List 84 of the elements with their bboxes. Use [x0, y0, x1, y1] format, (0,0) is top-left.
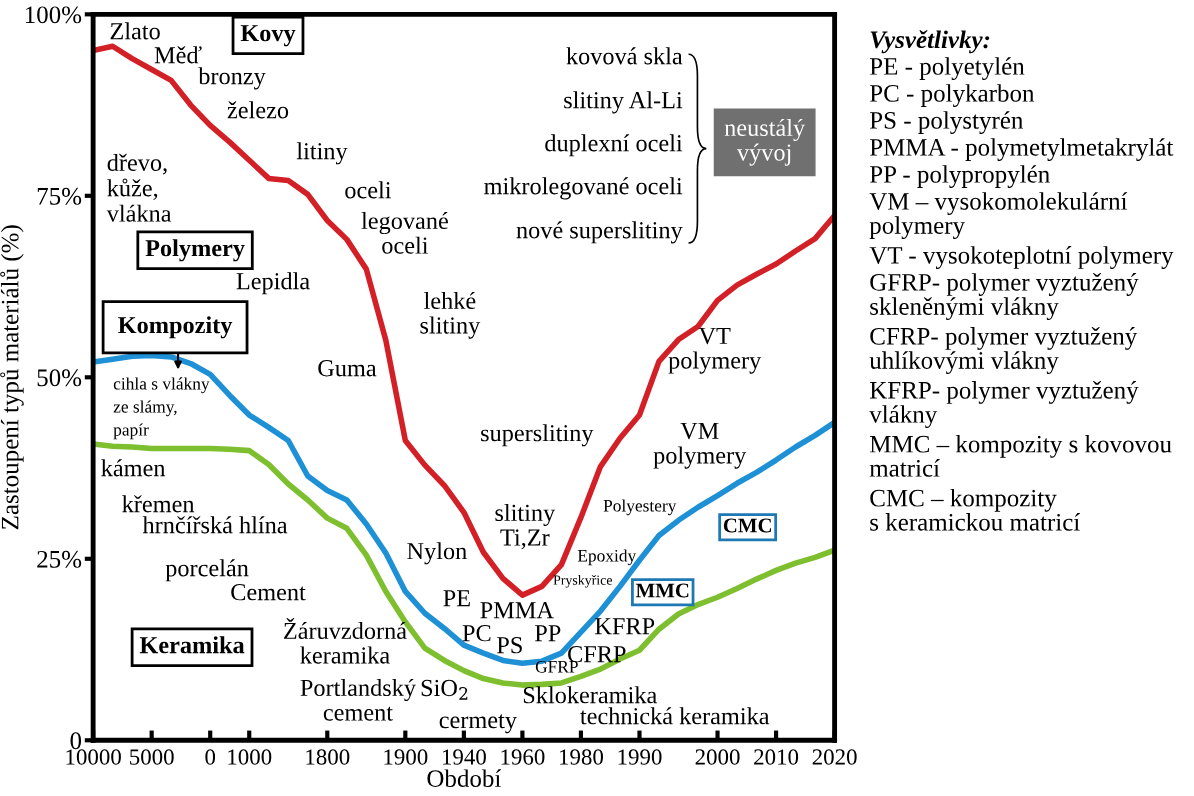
text: MMC – kompozity s kovovou matricí	[869, 435, 1172, 477]
annotation: VM polymery	[653, 422, 747, 469]
text: CMC – kompozity s keramickou matricí	[870, 488, 1080, 531]
annotation: nové superslitiny	[516, 221, 683, 244]
annotation: cermety	[439, 714, 517, 734]
y-tick-label: 25%	[37, 550, 82, 568]
annotation: PMMA	[480, 602, 554, 619]
annotation: Portlandský cement	[300, 678, 416, 721]
annotation: Lepidla	[236, 272, 310, 295]
annotation: duplexní oceli	[545, 134, 683, 157]
annotation: Kovy	[240, 25, 296, 47]
annotation: kovová skla	[566, 47, 683, 65]
text: VT - vysokoteplotní polymery	[869, 246, 1174, 269]
text: VM – vysokomolekulární polymery	[869, 192, 1128, 240]
annotation: porcelán	[165, 559, 249, 582]
annotation: PS	[497, 637, 522, 654]
annotation: legované oceli	[361, 211, 448, 254]
annotation: superslitiny	[481, 424, 594, 447]
annotation: Žáruvzdorná keramika	[284, 618, 407, 664]
x-tick-label: 1960	[501, 749, 545, 765]
text: KFRP- polymer vyztužený vlákny	[869, 381, 1139, 428]
annotation: PC	[462, 625, 491, 642]
y-axis-title: Zastoupení typů materiálů (%)	[0, 225, 24, 530]
annotation: oceli	[345, 181, 392, 199]
annotation: Sklokeramika	[523, 686, 657, 704]
text: PC - polykarbon	[869, 84, 1035, 107]
annotation: hrnčířská hlína	[142, 516, 288, 534]
annotation: PP	[534, 625, 561, 642]
annotation: VT polymery	[668, 327, 762, 374]
annotation: Pryskyřice	[553, 574, 612, 588]
text: GFRP- polymer vyztužený skleněnými vlákny	[870, 273, 1139, 321]
annotation: Polymery	[145, 239, 245, 262]
annotation: Guma	[318, 360, 377, 377]
text: CFRP- polymer vyztužený uhlíkovými vlákny	[869, 327, 1138, 375]
x-tick-label: 1990	[618, 749, 662, 765]
annotation: slitiny Ti,Zr	[495, 503, 556, 550]
annotation: Polyestery	[603, 499, 677, 516]
annotation: MMC	[635, 583, 689, 598]
annotation: GFRP	[535, 660, 578, 673]
annotation: Kompozity	[118, 316, 233, 339]
annotation: bronzy	[198, 67, 266, 90]
annotation: CFRP	[568, 646, 626, 663]
x-axis-title: Období	[427, 769, 502, 787]
annotation: Měď	[154, 46, 202, 64]
y-tick-label: 50%	[37, 369, 82, 387]
text: PP - polypropylén	[869, 165, 1050, 188]
annotation: kámen	[101, 459, 166, 477]
annotation: litiny	[296, 142, 348, 165]
annotation: Nylon	[407, 542, 467, 565]
annotation: lehké slitiny	[420, 291, 481, 339]
y-tick-label: 75%	[37, 187, 82, 205]
y-tick-label: 100%	[25, 6, 82, 24]
annotation: slitiny Al-Li	[564, 91, 683, 114]
annotation: Epoxidy	[577, 549, 637, 566]
x-tick-label: 2010	[754, 749, 799, 765]
x-tick-label: 5000	[130, 749, 174, 765]
annotation: železo	[227, 101, 289, 119]
annotation: Cement	[231, 584, 306, 601]
y-tick-label: 0	[70, 732, 82, 750]
x-tick-label: 1940	[442, 749, 486, 765]
annotation: technická keramika	[580, 707, 770, 725]
x-tick-label: 1800	[306, 749, 350, 765]
annotation: Keramika	[139, 636, 245, 654]
x-tick-label: 2020	[812, 749, 857, 765]
text: PE - polyetylén	[869, 57, 1025, 81]
annotation: cihla s vlákny ze slámy, papír	[113, 377, 210, 440]
x-tick-label: 1900	[384, 749, 428, 765]
annotation: CMC	[723, 518, 771, 533]
annotation: PE	[443, 590, 470, 607]
annotation: neustálý vývoj	[724, 118, 806, 166]
x-tick-label: 10000	[66, 749, 121, 765]
annotation: křemen	[122, 495, 195, 513]
text: PS - polystyrén	[869, 111, 1024, 134]
annotation: mikrolegované oceli	[484, 177, 683, 200]
x-tick-label: 0	[205, 749, 216, 765]
x-tick-label: 1980	[560, 749, 603, 765]
x-tick-label: 2000	[695, 749, 740, 765]
text: PMMA - polymetylmetakrylát	[869, 138, 1174, 161]
annotation: Zlato	[110, 22, 160, 40]
text: Vysvětlivky:	[870, 30, 990, 54]
annotation: dřevo, kůže, vlákna	[106, 153, 172, 222]
annotation: KFRP	[595, 618, 655, 635]
annotation: SiO$_{2}$	[421, 679, 468, 700]
x-tick-label: 1000	[228, 749, 272, 765]
